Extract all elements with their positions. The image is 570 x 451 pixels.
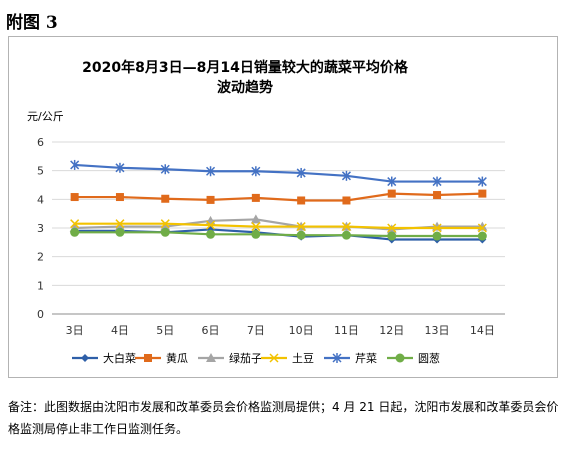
- data-point: [115, 162, 125, 173]
- data-point: [432, 231, 442, 241]
- data-point: [341, 222, 351, 232]
- y-axis-unit-label: 元/公斤: [27, 110, 64, 123]
- y-tick-label: 3: [37, 222, 44, 235]
- data-point: [70, 219, 80, 229]
- data-point: [296, 230, 306, 240]
- data-point: [251, 166, 261, 177]
- legend-label: 黄瓜: [166, 351, 188, 365]
- data-point: [114, 221, 125, 231]
- data-point: [160, 164, 170, 175]
- data-point: [433, 191, 442, 200]
- y-tick-label: 2: [37, 251, 44, 264]
- x-tick-label: 5日: [156, 324, 174, 337]
- x-tick-label: 3日: [66, 324, 84, 337]
- data-point: [387, 189, 396, 198]
- data-point: [161, 194, 170, 203]
- data-point: [251, 193, 260, 202]
- y-tick-label: 4: [37, 193, 44, 206]
- data-point: [206, 195, 215, 204]
- data-point: [70, 227, 80, 237]
- x-tick-label: 14日: [470, 324, 495, 337]
- data-point: [70, 193, 79, 202]
- data-point: [251, 222, 261, 232]
- footnote: 备注：此图数据由沈阳市发展和改革委员会价格监测局提供；4 月 21 日起，沈阳市…: [8, 400, 559, 436]
- chart-title-line2: 波动趋势: [217, 80, 273, 96]
- legend-label: 大白菜: [103, 351, 136, 365]
- data-point: [81, 354, 89, 362]
- x-tick-label: 12日: [379, 324, 404, 337]
- data-point: [387, 231, 397, 241]
- y-tick-label: 6: [37, 136, 44, 149]
- x-tick-label: 6日: [202, 324, 220, 337]
- x-tick-label: 10日: [289, 324, 314, 337]
- data-point: [70, 159, 80, 170]
- data-point: [477, 231, 487, 241]
- series-line: [74, 192, 483, 202]
- x-tick-label: 13日: [425, 324, 450, 337]
- data-point: [115, 227, 125, 237]
- data-point: [387, 223, 397, 233]
- x-tick-label: 4日: [111, 324, 129, 337]
- legend-label: 芹菜: [355, 352, 377, 365]
- y-tick-label: 0: [37, 308, 44, 321]
- data-point: [432, 223, 442, 233]
- data-point: [341, 230, 351, 240]
- data-point: [251, 229, 261, 239]
- y-tick-label: 1: [37, 279, 44, 292]
- legend-label: 圆葱: [418, 352, 440, 365]
- data-point: [341, 170, 351, 181]
- data-point: [250, 214, 261, 224]
- legend-label: 土豆: [292, 352, 314, 365]
- data-point: [115, 193, 124, 202]
- data-point: [160, 219, 170, 229]
- data-point: [332, 353, 342, 363]
- data-point: [342, 196, 351, 205]
- data-point: [206, 229, 216, 239]
- data-point: [144, 354, 152, 362]
- data-point: [477, 176, 487, 187]
- x-tick-label: 11日: [334, 324, 359, 337]
- data-point: [296, 222, 306, 232]
- data-point: [269, 353, 279, 363]
- chart-frame: [8, 36, 558, 378]
- data-point: [160, 227, 170, 237]
- chart-title: 2020年8月3日—8月14日销量较大的蔬菜平均价格 波动趋势: [0, 58, 490, 98]
- series-line: [74, 231, 483, 238]
- data-point: [387, 176, 397, 187]
- series-line: [74, 163, 483, 183]
- data-point: [206, 166, 216, 177]
- x-tick-label: 7日: [247, 324, 265, 337]
- data-point: [296, 167, 306, 178]
- legend-label: 绿茄子: [229, 351, 262, 365]
- data-point: [115, 219, 125, 229]
- series-line: [74, 222, 483, 230]
- chart-title-line1: 2020年8月3日—8月14日销量较大的蔬菜平均价格: [82, 60, 408, 76]
- data-point: [206, 353, 216, 362]
- data-point: [160, 221, 171, 231]
- data-point: [477, 223, 487, 233]
- data-point: [478, 189, 487, 198]
- data-point: [297, 196, 306, 205]
- figure-heading: 附图 3: [6, 13, 58, 33]
- data-point: [395, 353, 405, 363]
- data-point: [206, 220, 216, 230]
- data-point: [432, 176, 442, 187]
- y-tick-label: 5: [37, 165, 44, 178]
